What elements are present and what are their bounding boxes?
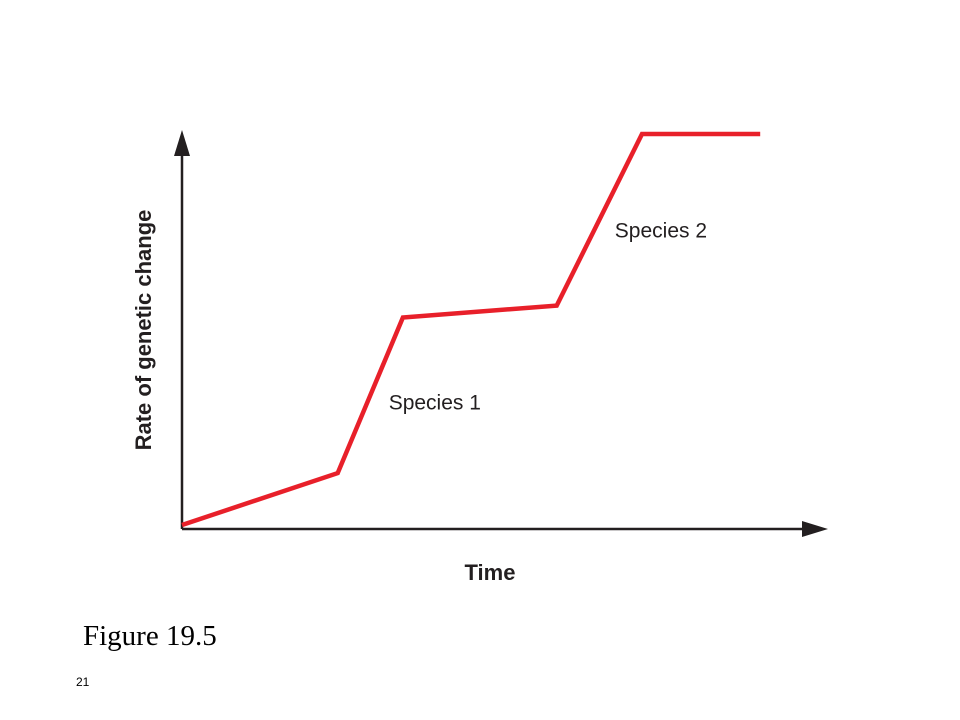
annotation-label: Species 2 — [615, 220, 707, 243]
y-axis-label: Rate of genetic change — [131, 210, 156, 451]
figure-caption: Figure 19.5 — [83, 620, 217, 652]
annotation-layer: Species 1 Species 2 — [389, 220, 707, 415]
slide-number: 21 — [76, 675, 90, 689]
series-line-1 — [181, 131, 761, 528]
x-axis-arrowhead — [802, 521, 828, 537]
series-layer — [181, 131, 761, 528]
y-axis-arrowhead — [174, 130, 190, 156]
x-axis-label: Time — [465, 560, 516, 585]
annotation-label: Species 1 — [389, 391, 481, 414]
